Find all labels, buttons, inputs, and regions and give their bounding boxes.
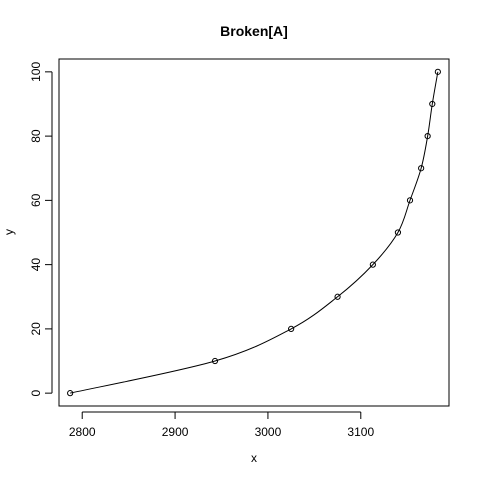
data-point — [434, 68, 441, 75]
y-tick-label: 60 — [29, 193, 43, 207]
y-tick-label: 100 — [29, 62, 43, 82]
x-axis: 2800 2900 3000 3100 — [69, 411, 374, 439]
data-series — [67, 68, 441, 397]
y-tick-label: 40 — [29, 258, 43, 272]
x-tick-label: 3000 — [255, 425, 282, 439]
data-point — [369, 261, 376, 268]
plot-frame — [58, 58, 450, 407]
data-point — [406, 197, 414, 204]
x-tick-label: 3100 — [347, 425, 374, 439]
data-point — [288, 325, 295, 332]
y-tick-label: 80 — [29, 129, 43, 143]
data-point — [211, 357, 219, 365]
data-point — [334, 293, 341, 300]
x-axis-label: x — [251, 451, 257, 465]
series-line — [70, 71, 439, 394]
data-point — [418, 165, 425, 172]
y-axis-label: y — [2, 229, 16, 235]
y-tick-label: 20 — [29, 322, 43, 336]
chart-title: Broken[A] — [220, 23, 288, 39]
x-tick-label: 2900 — [162, 425, 189, 439]
x-tick-label: 2800 — [69, 425, 96, 439]
data-point — [67, 390, 74, 397]
y-axis: 0 20 40 60 80 100 — [29, 62, 53, 396]
data-point — [394, 229, 402, 236]
data-point — [424, 133, 431, 140]
y-tick-label: 0 — [29, 389, 43, 396]
data-point — [429, 100, 436, 108]
